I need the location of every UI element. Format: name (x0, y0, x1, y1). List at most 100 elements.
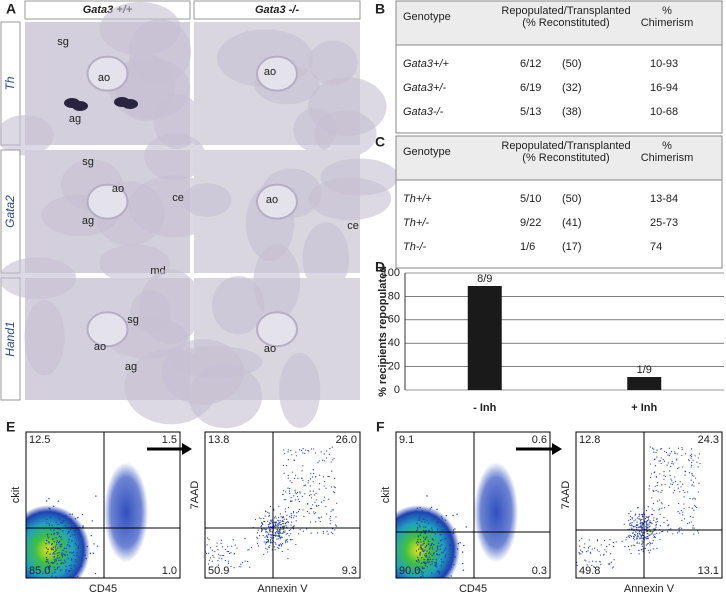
event-dot (678, 531, 680, 533)
event-dot (644, 547, 646, 549)
quadrant-value: 12.8 (579, 434, 600, 446)
event-dot (419, 519, 421, 521)
plot-frame (575, 431, 723, 579)
event-dot (637, 535, 639, 537)
event-dot (634, 514, 636, 516)
event-dot (634, 526, 636, 528)
event-dot (623, 523, 625, 525)
event-dot (646, 524, 648, 526)
event-dot (47, 583, 48, 584)
event-dot (655, 476, 657, 478)
event-dot (73, 564, 75, 567)
structure-label: ao (266, 194, 278, 206)
event-dot (692, 527, 694, 529)
event-dot (674, 452, 676, 455)
event-dot (240, 563, 242, 565)
event-dot (248, 549, 250, 551)
table-cell: Th+/- (403, 217, 429, 229)
event-dot (275, 523, 277, 525)
event-dot (676, 453, 678, 455)
event-dot (61, 553, 63, 556)
event-dot (425, 537, 427, 539)
structure-label: ao (112, 183, 124, 195)
event-dot (276, 529, 279, 531)
event-dot (416, 569, 418, 571)
event-dot (70, 559, 73, 561)
structure-label: sg (127, 314, 139, 326)
event-dot (80, 560, 82, 563)
tissue-blob (211, 276, 265, 335)
event-dot (313, 513, 315, 515)
event-dot (662, 530, 664, 533)
event-dot (636, 526, 638, 529)
event-dot (285, 542, 287, 544)
event-dot (236, 547, 238, 549)
event-dot (53, 562, 55, 564)
event-dot (640, 524, 642, 527)
event-dot (50, 593, 51, 594)
event-dot (424, 530, 426, 532)
event-dot (610, 561, 613, 563)
event-dot (81, 565, 83, 567)
event-dot (277, 516, 280, 519)
event-dot (639, 538, 641, 540)
event-dot (449, 568, 451, 570)
event-dot (266, 538, 268, 541)
event-dot (453, 563, 455, 566)
quadrant-value: 1.5 (162, 434, 177, 446)
event-dot (449, 557, 452, 559)
structure-label: ag (125, 361, 137, 373)
event-dot (55, 560, 57, 562)
event-dot (209, 557, 212, 559)
event-dot (331, 470, 333, 472)
event-dot (629, 549, 631, 551)
event-dot (287, 548, 289, 550)
event-dot (58, 566, 60, 568)
event-dot (48, 524, 51, 527)
event-dot (632, 526, 634, 528)
event-dot (683, 518, 686, 520)
event-dot (46, 533, 49, 536)
event-dot (627, 545, 630, 548)
event-dot (217, 566, 220, 569)
event-dot (258, 534, 261, 537)
event-dot (295, 515, 297, 517)
event-dot (60, 521, 62, 524)
aorta (86, 183, 129, 220)
event-dot (292, 528, 295, 530)
event-dot (641, 523, 643, 525)
event-dot (305, 449, 307, 451)
event-dot (53, 556, 56, 558)
event-dot (229, 552, 231, 554)
event-dot (580, 549, 582, 551)
event-dot (52, 588, 53, 589)
event-dot (280, 528, 282, 531)
event-dot (605, 551, 607, 553)
event-dot (433, 517, 435, 520)
structure-label: ce (172, 192, 184, 204)
event-dot (450, 575, 452, 577)
event-dot (661, 490, 663, 492)
structure-label: ce (347, 220, 359, 232)
event-dot (293, 495, 295, 497)
table-header: Repopulated/Transplanted (501, 140, 630, 152)
event-dot (77, 533, 79, 535)
event-dot (280, 545, 283, 547)
event-dot (323, 460, 325, 462)
event-dot (418, 561, 420, 563)
event-dot (281, 516, 284, 519)
event-dot (682, 466, 684, 468)
quadrant-value: 9.3 (342, 565, 357, 577)
event-dot (312, 481, 314, 483)
event-dot (309, 490, 311, 492)
event-dot (431, 563, 433, 565)
event-dot (283, 526, 285, 528)
event-dot (59, 544, 62, 546)
event-dot (649, 542, 652, 544)
event-dot (277, 535, 279, 537)
event-dot (254, 518, 257, 521)
event-dot (295, 543, 297, 546)
event-dot (638, 518, 640, 520)
event-dot (633, 539, 636, 541)
event-dot (428, 514, 430, 516)
